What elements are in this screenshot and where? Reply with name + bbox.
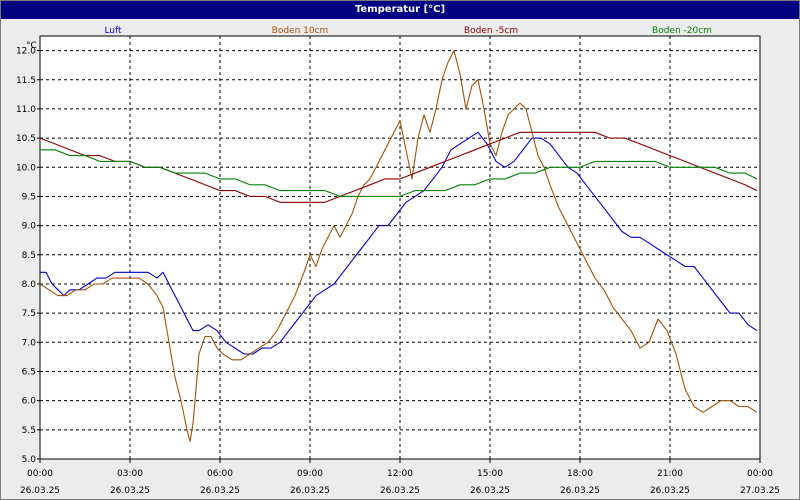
legend-entry: Luft — [104, 26, 122, 36]
legend: Luft Boden 10cm Boden -5cm Boden -20cm — [104, 26, 712, 36]
x-tick-date-label: 26.03.25 — [20, 486, 60, 496]
y-tick-label: 8.5 — [22, 251, 36, 261]
y-tick-label: 10.5 — [16, 134, 36, 144]
x-tick-date-label: 26.03.25 — [560, 486, 600, 496]
y-tick-label: 9.5 — [22, 192, 36, 202]
y-tick-label: 12.0 — [16, 47, 36, 57]
y-tick-label: 6.5 — [22, 367, 36, 377]
y-tick-label: 6.0 — [22, 397, 37, 407]
y-axis-label: °C — [26, 41, 37, 51]
x-tick-date-label: 27.03.25 — [740, 486, 780, 496]
y-tick-label: 11.5 — [16, 76, 36, 86]
series-line-boden-10cm — [39, 50, 758, 443]
x-tick-time-label: 12:00 — [387, 469, 413, 479]
x-tick-time-label: 06:00 — [207, 469, 233, 479]
x-tick-date-label: 26.03.25 — [380, 486, 420, 496]
legend-entry: Boden -5cm — [464, 26, 518, 36]
x-tick-date-label: 26.03.25 — [290, 486, 330, 496]
grid-lines — [40, 36, 760, 459]
series-lines — [39, 50, 758, 443]
y-tick-label: 5.0 — [22, 455, 37, 465]
x-tick-date-label: 26.03.25 — [110, 486, 150, 496]
y-tick-label: 5.5 — [22, 426, 36, 436]
x-tick-date-label: 26.03.25 — [650, 486, 690, 496]
y-tick-label: 9.0 — [22, 222, 37, 232]
y-tick-label: 10.0 — [16, 163, 36, 173]
x-tick-time-label: 00:00 — [747, 469, 773, 479]
y-tick-label: 7.5 — [22, 309, 36, 319]
x-axis: 00:00 26.03.25 03:00 26.03.25 06:00 26.03.25 0… — [20, 459, 780, 496]
x-tick-time-label: 09:00 — [297, 469, 323, 479]
x-tick-date-label: 26.03.25 — [200, 486, 240, 496]
series-line-boden-20cm — [40, 149, 758, 197]
y-tick-label: 7.0 — [22, 338, 37, 348]
legend-entry: Boden -20cm — [652, 26, 712, 36]
x-tick-time-label: 00:00 — [27, 469, 53, 479]
x-tick-time-label: 03:00 — [117, 469, 143, 479]
x-tick-time-label: 15:00 — [477, 469, 503, 479]
legend-entry: Boden 10cm — [272, 26, 329, 36]
x-tick-date-label: 26.03.25 — [470, 486, 510, 496]
x-tick-time-label: 18:00 — [567, 469, 593, 479]
x-tick-time-label: 21:00 — [657, 469, 683, 479]
y-tick-label: 11.0 — [16, 105, 36, 115]
y-tick-label: 8.0 — [22, 280, 37, 290]
window-title: Temperatur [°C] — [1, 1, 799, 19]
series-line-luft — [40, 131, 758, 355]
y-axis: 5.0 5.5 6.0 6.5 7.0 7.5 8.0 8.5 9.0 9.5 10.0 10.5 11… — [16, 47, 40, 465]
